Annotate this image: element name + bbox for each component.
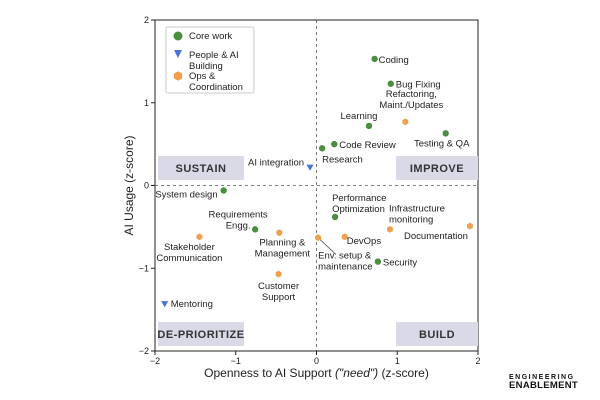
quadrant-label: IMPROVE (410, 163, 464, 175)
x-axis-title: Openness to AI Support ("need") (z-score… (204, 366, 429, 380)
x-tick-label: −1 (231, 356, 241, 366)
legend-label: People & AI Building (189, 50, 239, 72)
data-point (387, 225, 393, 233)
data-point-label: Testing & QA (414, 138, 470, 149)
data-point-label: Planning & Management (255, 238, 311, 260)
x-tick-label: −2 (150, 356, 160, 366)
y-tick-label: 0 (144, 181, 149, 191)
quadrant-box-de-prioritize (158, 322, 244, 346)
data-point-label: Performance Optimization (332, 193, 386, 215)
data-point (341, 233, 348, 241)
quadrant-box-build (396, 322, 478, 346)
data-point (331, 213, 339, 221)
data-point (371, 55, 378, 63)
data-point (402, 118, 409, 126)
data-point-label: Refactoring, Maint./Updates (379, 89, 443, 111)
legend-label: Ops & Coordination (189, 71, 243, 93)
data-point (306, 164, 314, 171)
legend-marker (173, 31, 183, 41)
x-tick-label: 1 (395, 356, 400, 366)
data-point-label: Learning (340, 111, 377, 122)
engineering-enablement-logo: ENGINEERING ENABLEMENT (509, 374, 578, 391)
y-tick-label: 1 (144, 98, 149, 108)
data-point-label: AI integration (248, 157, 304, 168)
quadrant-label: DE-PRIORITIZE (157, 329, 244, 341)
data-point-label: Security (383, 258, 418, 269)
data-point-label: Requirements Engg. (209, 209, 268, 231)
data-point-label: System design (155, 189, 217, 200)
data-point-label: DevOps (347, 236, 382, 247)
data-point (466, 222, 473, 230)
legend-box (165, 26, 255, 94)
quadrant-box-sustain (158, 156, 244, 180)
data-point (161, 301, 169, 308)
data-point-label: Stakeholder Communication (156, 242, 222, 264)
brand-line-1: ENGINEERING (509, 373, 575, 381)
data-point-label: Coding (379, 55, 409, 66)
legend-marker (173, 71, 183, 81)
data-point-label: Documentation (404, 231, 468, 242)
env-setup-leader-line (319, 239, 337, 255)
data-point (387, 80, 394, 87)
data-point (374, 258, 382, 265)
data-point (196, 233, 203, 241)
data-point-label: Bug Fixing (396, 80, 441, 91)
quadrant-label: SUSTAIN (176, 163, 227, 175)
x-tick-label: 2 (475, 356, 480, 366)
quadrant-box-improve (396, 156, 478, 180)
y-tick-label: −2 (139, 346, 149, 356)
legend-label: Core work (189, 31, 233, 42)
data-point (276, 229, 283, 237)
y-tick-label: −1 (139, 263, 149, 273)
y-tick-label: 2 (144, 15, 149, 25)
data-point (251, 226, 259, 233)
data-point-label: Env. setup & maintenance (318, 251, 372, 273)
data-point (442, 130, 449, 137)
quadrant-label: BUILD (419, 329, 455, 341)
brand-line-2: ENABLEMENT (509, 379, 578, 391)
data-point (220, 187, 227, 194)
legend-marker (174, 50, 182, 58)
data-point-label: Code Review (339, 140, 396, 151)
data-point (315, 234, 322, 242)
data-point (365, 122, 373, 130)
data-point-label: Infrastructure monitoring (389, 203, 445, 225)
y-axis-title: AI Usage (z-score) (122, 135, 136, 235)
data-point-label: Customer Support (258, 281, 299, 303)
x-tick-label: 0 (314, 356, 319, 366)
data-point (275, 270, 282, 278)
data-point (318, 145, 326, 152)
data-point-label: Research (322, 154, 363, 165)
data-point-label: Mentoring (171, 299, 213, 310)
data-point (331, 140, 338, 148)
